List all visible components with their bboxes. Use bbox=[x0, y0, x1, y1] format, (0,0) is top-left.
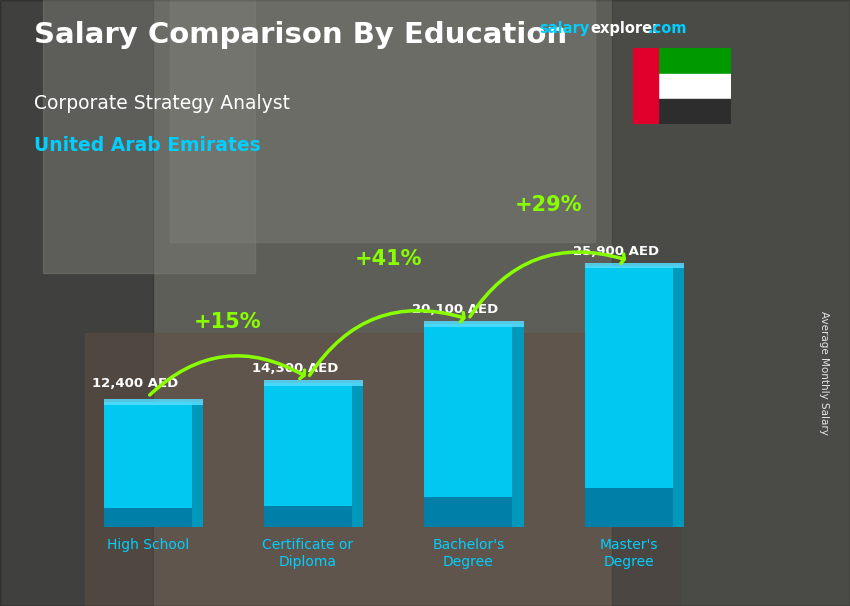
Bar bbox=[0, 0, 153, 606]
Text: +41%: +41% bbox=[354, 248, 422, 268]
Text: 25,900 AED: 25,900 AED bbox=[573, 245, 659, 258]
Bar bbox=[264, 505, 352, 527]
Bar bbox=[513, 324, 524, 527]
Bar bbox=[585, 263, 684, 268]
Bar bbox=[104, 399, 203, 405]
Bar bbox=[264, 380, 363, 385]
Bar bbox=[85, 333, 680, 606]
Bar bbox=[633, 48, 731, 74]
Bar bbox=[264, 383, 352, 505]
Bar bbox=[104, 402, 192, 508]
Text: +29%: +29% bbox=[515, 195, 582, 215]
Bar bbox=[633, 48, 658, 124]
Bar bbox=[673, 265, 684, 527]
Text: United Arab Emirates: United Arab Emirates bbox=[34, 136, 261, 155]
Bar bbox=[633, 74, 731, 99]
Text: 14,300 AED: 14,300 AED bbox=[252, 362, 338, 375]
Text: Corporate Strategy Analyst: Corporate Strategy Analyst bbox=[34, 94, 290, 113]
Bar bbox=[585, 265, 673, 488]
Bar bbox=[612, 0, 850, 606]
Text: .com: .com bbox=[648, 21, 687, 36]
Text: salary: salary bbox=[540, 21, 590, 36]
Bar bbox=[352, 383, 363, 527]
Bar bbox=[424, 497, 513, 527]
Bar bbox=[633, 99, 731, 124]
Text: explorer: explorer bbox=[591, 21, 660, 36]
Bar bbox=[424, 324, 513, 497]
Bar bbox=[192, 402, 203, 527]
Bar bbox=[424, 321, 524, 327]
Text: +15%: +15% bbox=[194, 312, 262, 332]
Bar bbox=[104, 508, 192, 527]
Bar bbox=[170, 0, 595, 242]
Text: Average Monthly Salary: Average Monthly Salary bbox=[819, 311, 829, 435]
Text: 20,100 AED: 20,100 AED bbox=[412, 303, 498, 316]
Text: 12,400 AED: 12,400 AED bbox=[92, 377, 178, 390]
Bar bbox=[42, 0, 255, 273]
Bar bbox=[585, 488, 673, 527]
Text: Salary Comparison By Education: Salary Comparison By Education bbox=[34, 21, 567, 49]
